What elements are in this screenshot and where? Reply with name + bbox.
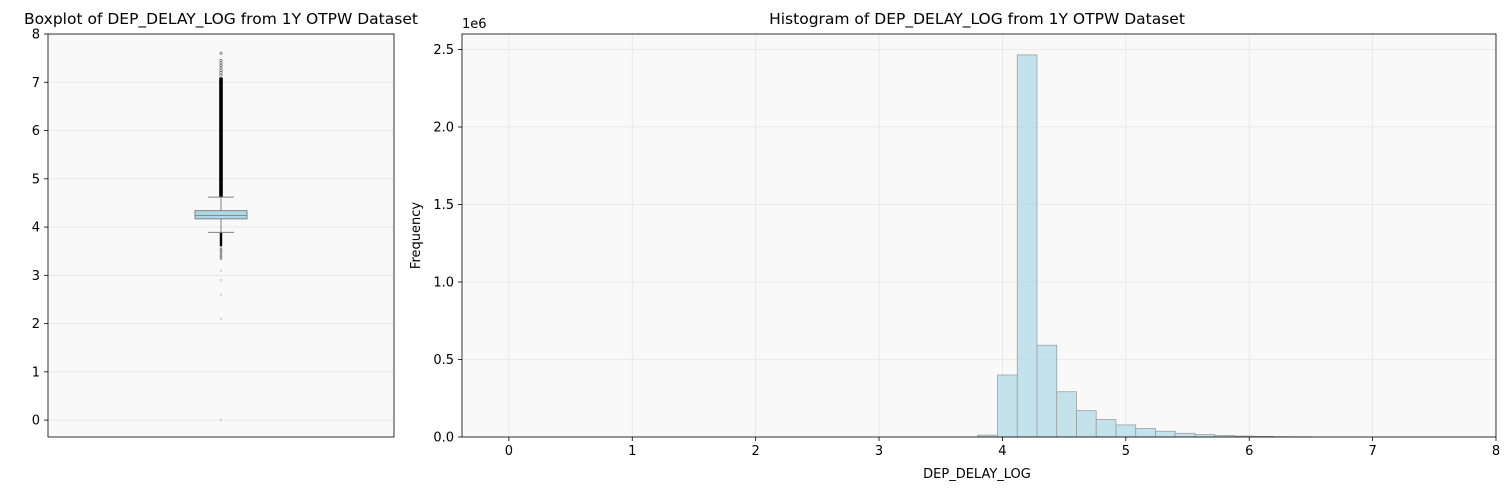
histogram-panel: 0 1 2 3 4 5 6 7 8 0.0 0.5 1.0 1.5 2.0 2.5 Histogram o… — [409, 10, 1500, 482]
boxplot-outliers-low-dense — [219, 232, 223, 247]
histogram-bar — [1135, 428, 1156, 438]
boxplot-outlier — [219, 257, 223, 260]
histogram-x-ticks: 0 1 2 3 4 5 6 7 8 — [505, 437, 1500, 459]
histogram-y-tick-label: 1.0 — [433, 276, 454, 291]
histogram-frame — [461, 33, 1497, 438]
histogram-x-axis-label: DEP_DELAY_LOG — [923, 467, 1031, 482]
histogram-bar — [1174, 432, 1196, 438]
histogram-x-tick-label: 3 — [875, 444, 883, 459]
boxplot-frame — [47, 33, 395, 438]
histogram-x-tick-label: 1 — [628, 444, 636, 459]
histogram-y-tick-label: 2.0 — [433, 121, 454, 136]
histogram-bar — [1076, 410, 1097, 438]
boxplot-marks — [194, 51, 248, 422]
boxplot-y-tick-label: 5 — [32, 172, 40, 187]
histogram-x-tick-label: 8 — [1492, 444, 1500, 459]
boxplot-outlier — [219, 249, 223, 253]
boxplot-outliers-high-dense — [219, 77, 223, 198]
boxplot-y-tick-label: 1 — [32, 365, 40, 380]
boxplot-outlier — [219, 293, 223, 296]
histogram-x-tick-label: 2 — [752, 444, 760, 459]
boxplot-y-tick-label: 8 — [32, 28, 40, 43]
histogram-y-axis-label: Frequency — [409, 202, 424, 269]
boxplot-y-tick-label: 3 — [32, 269, 40, 284]
boxplot-outlier — [219, 418, 223, 422]
histogram-x-tick-label: 6 — [1245, 444, 1253, 459]
histogram-x-tick-label: 0 — [505, 444, 513, 459]
boxplot-outlier — [219, 278, 223, 282]
boxplot-y-tick-label: 0 — [32, 414, 40, 429]
histogram-y-ticks: 0.0 0.5 1.0 1.5 2.0 2.5 — [433, 43, 462, 446]
boxplot-outlier — [219, 254, 223, 258]
histogram-y-tick-label: 1.5 — [433, 198, 454, 213]
boxplot-y-tick-label: 7 — [32, 76, 40, 91]
histogram-y-tick-label: 2.5 — [433, 43, 454, 58]
boxplot-outlier — [219, 51, 223, 55]
histogram-bar — [997, 374, 1018, 438]
boxplot-outlier — [219, 317, 223, 321]
histogram-x-tick-label: 5 — [1122, 444, 1130, 459]
boxplot-y-tick-label: 4 — [32, 221, 40, 236]
boxplot-outlier — [219, 252, 223, 255]
histogram-title: Histogram of DEP_DELAY_LOG from 1Y OTPW … — [769, 10, 1185, 29]
boxplot-y-ticks: 0 1 2 3 4 5 6 7 8 — [32, 28, 48, 429]
histogram-plot-area — [462, 34, 1496, 437]
histogram-x-tick-label: 4 — [998, 444, 1006, 459]
histogram-bar — [1115, 424, 1137, 438]
histogram-bar — [1155, 430, 1176, 438]
boxplot-outlier — [219, 247, 223, 251]
histogram-bar — [1016, 54, 1038, 438]
boxplot-y-tick-label: 2 — [32, 317, 40, 332]
boxplot-y-tick-label: 6 — [32, 124, 40, 139]
boxplot-title: Boxplot of DEP_DELAY_LOG from 1Y OTPW Da… — [24, 10, 418, 29]
histogram-bar — [1056, 391, 1077, 438]
boxplot-outlier — [219, 59, 223, 63]
histogram-y-offset-text: 1e6 — [462, 17, 487, 32]
histogram-x-tick-label: 7 — [1368, 444, 1376, 459]
histogram-y-tick-label: 0.0 — [433, 431, 454, 446]
histogram-y-tick-label: 0.5 — [433, 353, 454, 368]
histogram-bar — [1036, 344, 1058, 438]
boxplot-panel: 0 1 2 3 4 5 6 7 8 Boxplot of DEP_DELAY_LOG from … — [24, 10, 418, 438]
histogram-bar — [1095, 419, 1117, 438]
boxplot-outlier — [219, 269, 223, 272]
boxplot-box — [194, 210, 248, 220]
histogram-bars — [977, 54, 1314, 438]
